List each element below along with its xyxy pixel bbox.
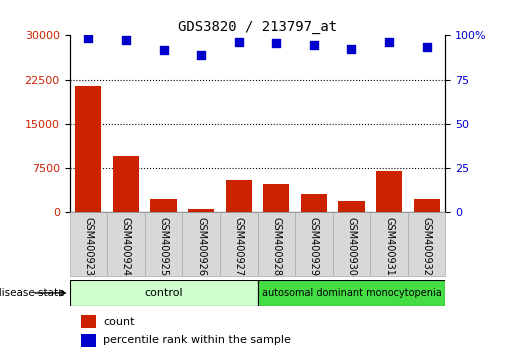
Text: GSM400925: GSM400925	[159, 217, 168, 276]
Bar	[70, 212, 107, 276]
Bar	[220, 212, 258, 276]
Text: disease state: disease state	[0, 288, 64, 298]
Bar	[81, 334, 96, 347]
Text: count: count	[104, 316, 135, 327]
Text: GSM400929: GSM400929	[309, 217, 319, 276]
Point	[272, 41, 280, 46]
Point	[347, 46, 355, 51]
Text: GSM400931: GSM400931	[384, 217, 394, 276]
Bar	[258, 212, 295, 276]
Text: control: control	[144, 288, 183, 298]
Text: percentile rank within the sample: percentile rank within the sample	[104, 335, 291, 346]
Text: GSM400930: GSM400930	[347, 217, 356, 276]
Text: GSM400927: GSM400927	[234, 217, 244, 276]
Point	[122, 37, 130, 42]
Bar	[75, 86, 101, 212]
Bar	[182, 212, 220, 276]
Bar	[113, 156, 139, 212]
Bar	[145, 212, 182, 276]
Title: GDS3820 / 213797_at: GDS3820 / 213797_at	[178, 21, 337, 34]
Text: GSM400928: GSM400928	[271, 217, 281, 276]
Point	[423, 44, 431, 50]
Bar	[333, 212, 370, 276]
Text: GSM400932: GSM400932	[422, 217, 432, 276]
Bar	[258, 280, 445, 306]
Bar	[301, 194, 327, 212]
Text: GSM400923: GSM400923	[83, 217, 93, 276]
Bar	[338, 201, 365, 212]
Bar	[263, 184, 289, 212]
Point	[197, 52, 205, 58]
Point	[84, 35, 93, 41]
Point	[160, 47, 168, 52]
Text: GSM400926: GSM400926	[196, 217, 206, 276]
Bar	[370, 212, 408, 276]
Point	[385, 39, 393, 44]
Point	[235, 39, 243, 44]
Point	[310, 42, 318, 48]
Bar	[70, 280, 258, 306]
Bar	[188, 210, 214, 212]
Bar	[107, 212, 145, 276]
Bar	[226, 180, 252, 212]
Bar	[150, 199, 177, 212]
Text: GSM400924: GSM400924	[121, 217, 131, 276]
Bar	[295, 212, 333, 276]
Bar	[376, 171, 402, 212]
Bar	[408, 212, 445, 276]
Text: autosomal dominant monocytopenia: autosomal dominant monocytopenia	[262, 288, 441, 298]
Bar	[81, 315, 96, 328]
Bar	[414, 199, 440, 212]
